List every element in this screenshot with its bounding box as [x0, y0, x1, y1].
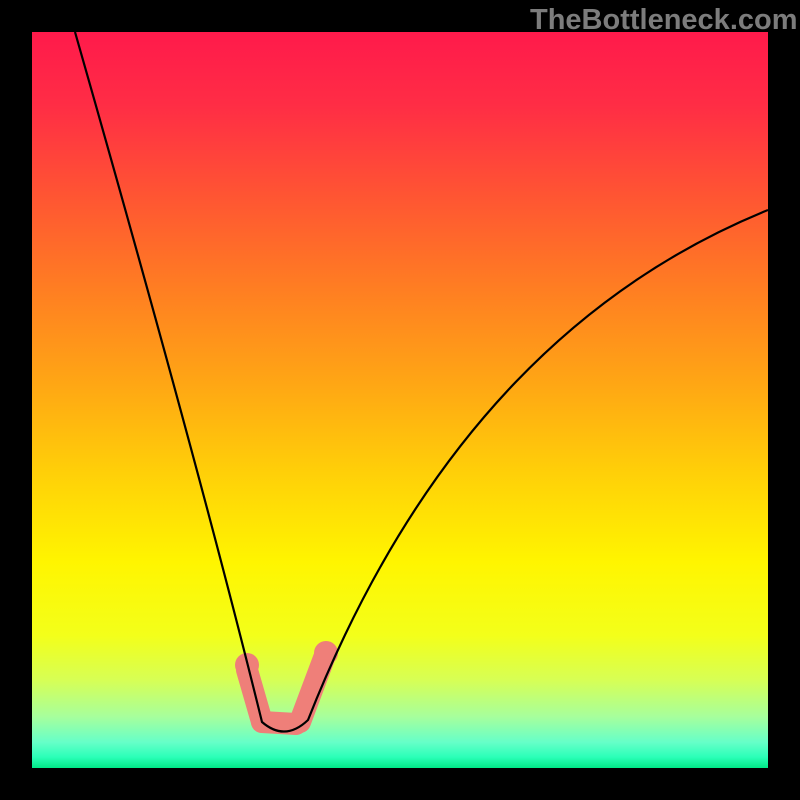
frame-right [768, 0, 800, 800]
watermark-text-top: TheBottleneck.com [530, 4, 798, 37]
frame-left [0, 0, 32, 800]
bottleneck-chart [0, 0, 800, 800]
gradient-background [32, 32, 768, 768]
frame-bottom [0, 768, 800, 800]
